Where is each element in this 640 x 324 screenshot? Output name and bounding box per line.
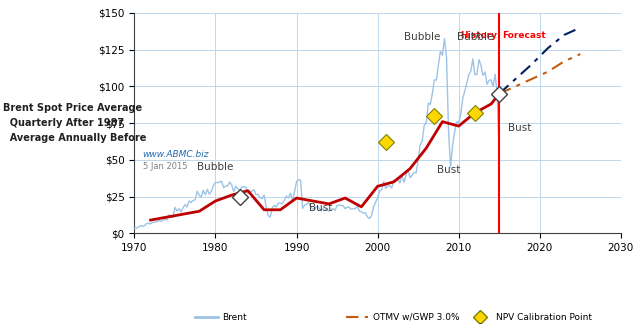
OTMV w/GWP 3.0% [577, 52, 584, 56]
OTMV w/GWP 5% [577, 26, 584, 29]
Text: www.ABMC.biz: www.ABMC.biz [143, 150, 209, 159]
Brent [161, 217, 168, 221]
Text: Bubble: Bubble [404, 32, 440, 42]
OTMV Estimate Historical [390, 180, 397, 184]
OTMV Estimate Historical [358, 205, 365, 209]
OTMV w/GWP 5% [528, 63, 536, 66]
OTMV Estimate Historical [260, 208, 268, 212]
Brent [495, 148, 503, 152]
OTMV Estimate Historical [309, 199, 317, 203]
Brent [307, 205, 314, 209]
Line: OTMV w/GWP 3.0%: OTMV w/GWP 3.0% [499, 54, 580, 94]
OTMV w/GWP 3.0% [560, 60, 568, 64]
Text: 5 Jan 2015: 5 Jan 2015 [143, 162, 187, 171]
OTMV Estimate Historical [341, 196, 349, 200]
OTMV Estimate Historical [244, 189, 252, 193]
Text: Brent Spot Price Average
  Quarterly After 1987
  Average Annually Before: Brent Spot Price Average Quarterly After… [3, 103, 147, 143]
Brent [131, 226, 138, 230]
OTMV Estimate Historical [495, 92, 503, 96]
OTMV Estimate Historical [455, 124, 463, 128]
Text: Bust: Bust [309, 203, 333, 213]
Text: Bubble: Bubble [197, 162, 234, 172]
OTMV Estimate Historical [195, 209, 203, 213]
Line: OTMV Estimate Historical: OTMV Estimate Historical [150, 94, 499, 220]
OTMV w/GWP 3.0% [544, 70, 552, 74]
Line: OTMV w/GWP 5%: OTMV w/GWP 5% [499, 28, 580, 94]
OTMV w/GWP 3.0% [511, 85, 519, 88]
OTMV w/GWP 3.0% [495, 92, 503, 96]
OTMV w/GWP 5% [495, 92, 503, 96]
OTMV Estimate Historical [228, 193, 236, 197]
Brent [185, 199, 193, 203]
OTMV Estimate Historical [471, 111, 479, 115]
OTMV Estimate Historical [212, 199, 220, 203]
Brent [435, 63, 442, 67]
OTMV Estimate Historical [179, 212, 187, 216]
Brent [440, 37, 448, 40]
OTMV w/GWP 5% [560, 33, 568, 37]
Text: History: History [460, 30, 497, 40]
OTMV Estimate Historical [438, 120, 446, 123]
Text: Forecast: Forecast [502, 30, 545, 40]
Line: Brent: Brent [134, 39, 499, 228]
OTMV Estimate Historical [163, 215, 171, 219]
Text: Bust: Bust [508, 123, 531, 133]
OTMV w/GWP 5% [511, 77, 519, 81]
OTMV Estimate Historical [147, 218, 154, 222]
OTMV Estimate Historical [292, 196, 300, 200]
Text: Bubble: Bubble [457, 32, 493, 42]
Brent [305, 201, 312, 204]
OTMV Estimate Historical [422, 146, 430, 150]
OTMV w/GWP 5% [544, 46, 552, 50]
Text: Bust: Bust [437, 165, 461, 175]
Brent [232, 184, 239, 188]
OTMV Estimate Historical [276, 208, 284, 212]
OTMV Estimate Historical [406, 167, 414, 171]
OTMV w/GWP 3.0% [528, 77, 536, 81]
OTMV Estimate Historical [487, 102, 495, 106]
OTMV Estimate Historical [374, 184, 381, 188]
Legend: Brent, OTMV Estimate Historical, OTMV w/GWP 3.0%, OTMV w/GWP 5%, NPV Calibration: Brent, OTMV Estimate Historical, OTMV w/… [191, 309, 632, 324]
OTMV Estimate Historical [325, 202, 333, 206]
